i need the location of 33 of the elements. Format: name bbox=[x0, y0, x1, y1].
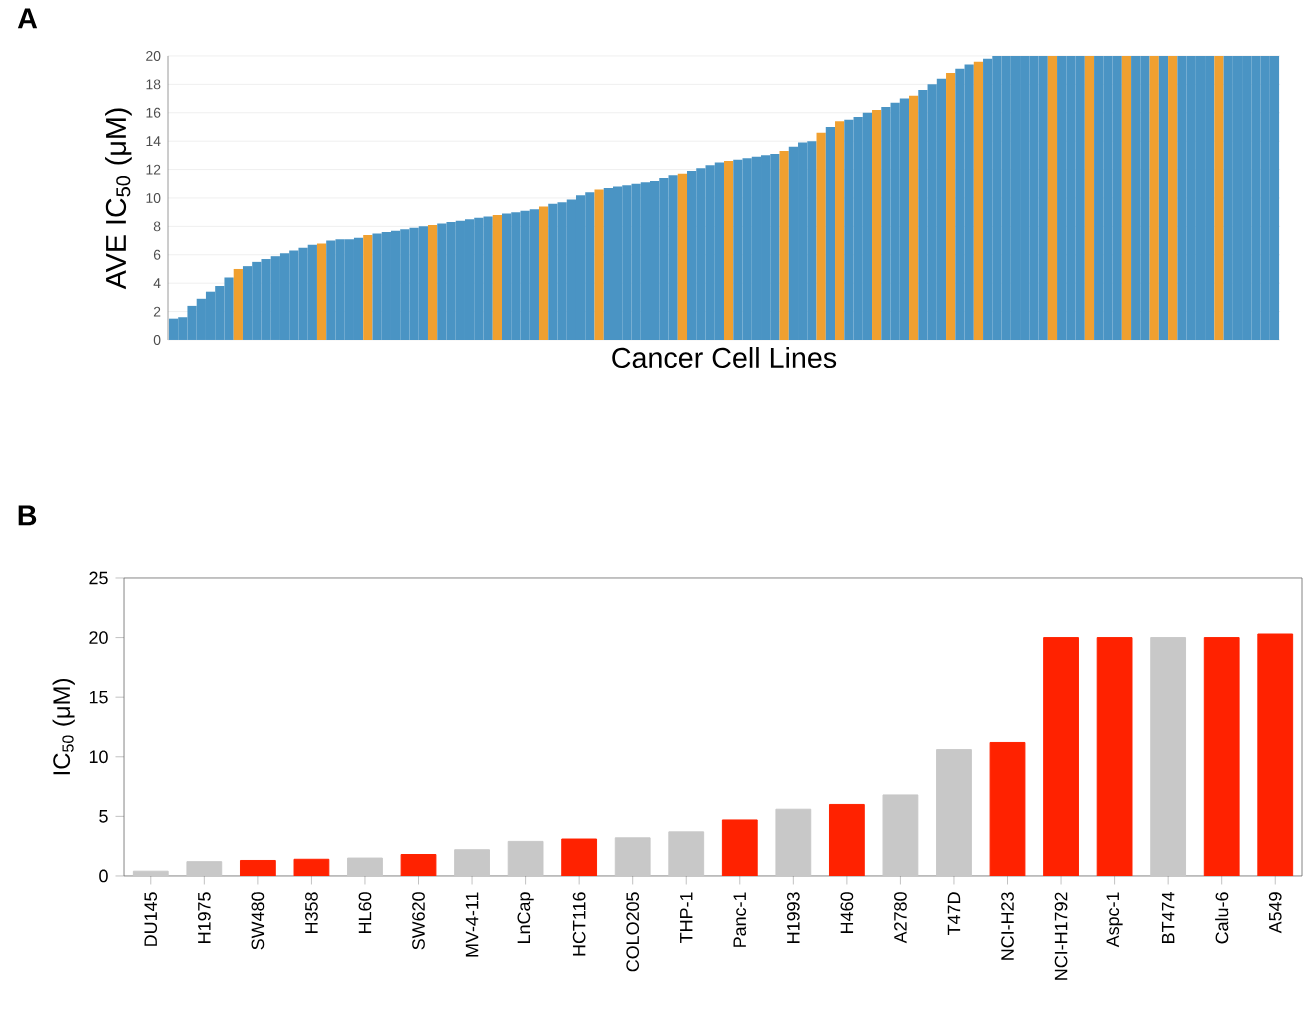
y-tick-label: 15 bbox=[89, 690, 108, 704]
y-tick-label: 25 bbox=[89, 571, 108, 585]
x-tick-label: T47D bbox=[947, 892, 961, 935]
x-tick-label: Calu-6 bbox=[1215, 892, 1229, 944]
chart-title: B bbox=[18, 505, 37, 526]
y-tick-label: 10 bbox=[89, 750, 108, 764]
x-tick-label: Panc-1 bbox=[733, 892, 747, 947]
x-tick-label: H1993 bbox=[786, 892, 800, 943]
x-tick-label: DU145 bbox=[144, 892, 158, 946]
x-tick-label: Aspc-1 bbox=[1106, 892, 1123, 948]
chart-title: A bbox=[17, 8, 38, 29]
x-tick-label: HL60 bbox=[358, 892, 372, 933]
x-tick-label: HCT116 bbox=[572, 892, 586, 956]
y-tick-label: 20 bbox=[89, 631, 108, 644]
x-tick-label: LnCap bbox=[517, 892, 534, 943]
x-tick-label: SW480 bbox=[251, 892, 265, 950]
x-tick-label: H460 bbox=[840, 892, 854, 933]
x-tick-label: SW620 bbox=[412, 892, 425, 950]
x-tick-label: MV-4-11 bbox=[465, 892, 479, 957]
x-tick-label: H358 bbox=[305, 892, 318, 933]
x-tick-label: THP-1 bbox=[680, 892, 693, 943]
x-tick-label: NCI-H23 bbox=[1001, 892, 1014, 960]
x-tick-label: A549 bbox=[1268, 892, 1282, 934]
y-axis-title: AVE IC$_{50}$ (μM) bbox=[105, 108, 132, 290]
x-tick-label: BT474 bbox=[1161, 892, 1175, 943]
x-tick-label: NCI-H1792 bbox=[1054, 892, 1068, 980]
x-tick-label: COLO205 bbox=[626, 892, 640, 972]
y-tick-label: 0 bbox=[99, 869, 108, 883]
x-tick-label: A2780 bbox=[894, 892, 907, 944]
x-axis-title: Cancer Cell Lines bbox=[612, 347, 837, 369]
y-axis-title: IC$_{50}$ (μM) bbox=[52, 679, 75, 775]
x-tick-label: H1975 bbox=[197, 892, 211, 943]
y-tick-label: 5 bbox=[99, 810, 108, 823]
